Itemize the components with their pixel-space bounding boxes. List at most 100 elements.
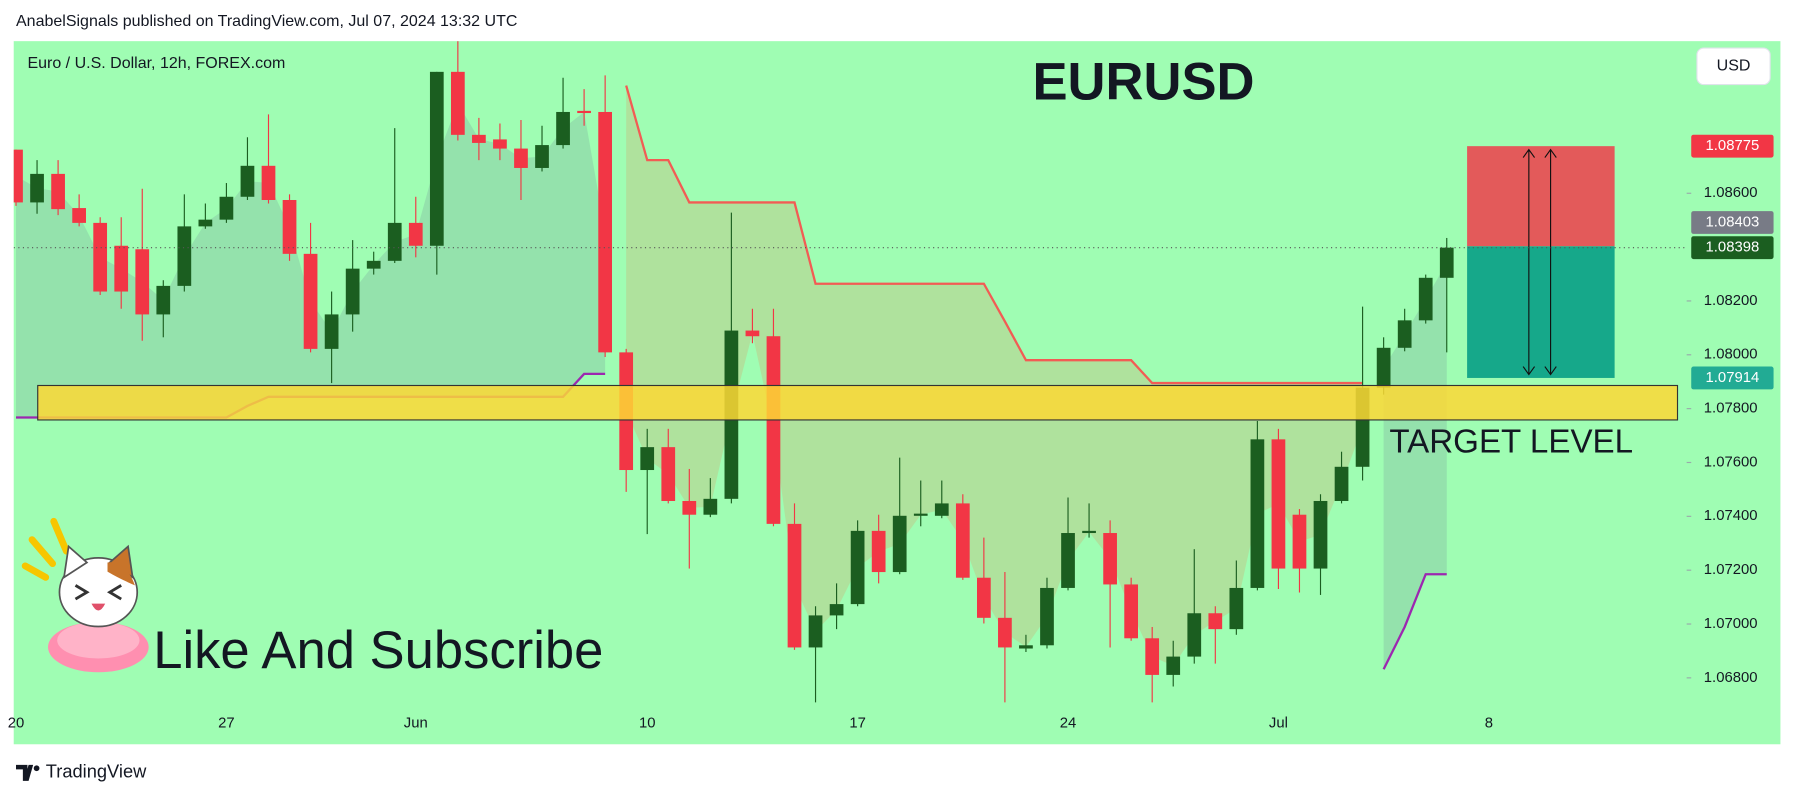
candle-body [93, 222, 108, 292]
target-box [1467, 246, 1615, 378]
candle-body [703, 498, 718, 515]
candle-body [955, 503, 970, 578]
candle-body [282, 199, 297, 254]
header: AnabelSignals published on TradingView.c… [16, 13, 517, 30]
candle-body [1439, 247, 1454, 278]
candle-body [766, 336, 781, 524]
candle-body [892, 515, 907, 573]
candle-body [640, 447, 655, 471]
x-tick-label: 10 [639, 716, 656, 732]
candle-body [745, 330, 760, 337]
y-tick-label: 1.06800 [1704, 670, 1758, 686]
candle-body [429, 71, 444, 246]
candle-body [1418, 277, 1433, 321]
candle-body [408, 222, 423, 246]
y-tick-label: 1.08200 [1704, 293, 1758, 309]
candle-body [177, 226, 192, 286]
annotation: TARGET LEVEL [1389, 423, 1633, 460]
candle-body [1313, 500, 1328, 569]
candle-body [1250, 439, 1265, 588]
candle-body [556, 111, 570, 146]
x-tick-label: 24 [1060, 716, 1077, 732]
range-arrow [1544, 148, 1557, 376]
x-tick-label: 17 [849, 716, 866, 732]
candle-body [13, 149, 23, 203]
candle-body [345, 268, 360, 315]
candle-body [977, 577, 991, 618]
chart-title: EURUSD [1032, 53, 1254, 112]
candle-body [787, 523, 802, 648]
trend-line [625, 85, 1363, 385]
candle-body [135, 249, 150, 315]
candle-body [387, 222, 402, 261]
candle-body [514, 148, 528, 168]
price-label: 1.08775 [1706, 138, 1760, 154]
candle-body [871, 530, 886, 573]
logo [16, 764, 34, 781]
x-tick-label: 8 [1485, 716, 1493, 732]
candle-body [577, 110, 591, 114]
footer: TradingView [46, 761, 147, 782]
candle-body [1376, 347, 1391, 388]
candle-body [1229, 587, 1244, 630]
price-label-box [1691, 236, 1774, 260]
annotation: Like And Subscribe [153, 621, 603, 680]
y-tick-label: 1.07600 [1704, 454, 1758, 470]
target-zone [37, 384, 1679, 421]
range-arrow [1522, 148, 1536, 376]
y-tick-label: 1.07200 [1704, 562, 1758, 578]
candle-body [219, 196, 234, 220]
candle-body [1208, 613, 1223, 630]
chart-subtitle: Euro / U.S. Dollar, 12h, FOREX.com [27, 55, 285, 72]
y-tick-label: 1.07800 [1704, 401, 1758, 417]
x-tick-label: 20 [8, 716, 25, 732]
candle-body [1166, 656, 1181, 675]
trend-fill [16, 103, 606, 418]
candle-body [261, 165, 276, 200]
candle-body [913, 513, 928, 516]
x-tick-label: Jun [404, 716, 428, 732]
candle-body [535, 145, 549, 168]
trend-fill [626, 85, 1363, 666]
candle-body [661, 447, 676, 501]
candle-body [998, 617, 1012, 648]
price-label-box [1691, 211, 1774, 234]
stop-box [1467, 146, 1615, 247]
candle-body [72, 208, 86, 223]
candle-body [1103, 533, 1117, 585]
y-tick-label: 1.07400 [1704, 508, 1758, 524]
candle-body [808, 615, 823, 648]
x-tick-label: 27 [218, 716, 235, 732]
candle-body [51, 173, 65, 210]
x-tick-label: Jul [1269, 716, 1288, 732]
candle-body [1145, 638, 1160, 675]
candle-body [934, 503, 949, 516]
price-label: 1.08398 [1706, 240, 1760, 256]
candle-body [1040, 587, 1054, 646]
candle-body [829, 604, 844, 616]
candle-body [1292, 514, 1307, 569]
plot-area [13, 41, 1687, 703]
candle-body [240, 165, 255, 197]
candle-body [324, 314, 339, 349]
candle-body [1187, 613, 1202, 657]
currency-button[interactable] [1696, 47, 1771, 86]
cat-sticker [21, 517, 149, 673]
price-label: 1.08403 [1706, 214, 1760, 230]
currency-label: USD [1717, 58, 1751, 75]
candle-body [472, 134, 486, 143]
candle-body [1061, 533, 1075, 588]
candle-body [114, 245, 129, 292]
candle-body [1019, 645, 1033, 649]
candle-body [198, 219, 213, 227]
price-label-box [1691, 366, 1774, 390]
price-label-box [1691, 134, 1774, 158]
candle-body [450, 71, 465, 135]
y-tick-label: 1.08000 [1704, 347, 1758, 363]
candle-body [156, 285, 171, 315]
y-tick-label: 1.08600 [1704, 185, 1758, 201]
price-label: 1.07914 [1706, 370, 1760, 386]
candle-body [682, 500, 697, 515]
candle-body [493, 139, 507, 149]
